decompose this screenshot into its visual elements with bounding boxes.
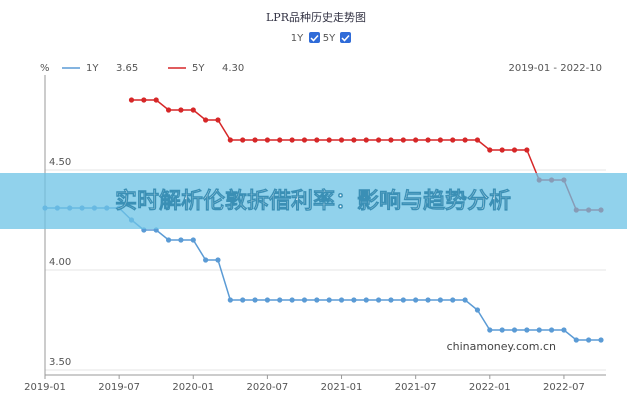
data-point	[264, 137, 270, 143]
x-tick-label: 2021-07	[395, 382, 437, 393]
data-point	[141, 97, 147, 103]
data-point	[277, 137, 283, 143]
data-point	[326, 297, 332, 303]
data-point	[425, 137, 431, 143]
data-point	[437, 137, 443, 143]
data-point	[499, 327, 505, 333]
data-point	[536, 327, 542, 333]
data-point	[388, 137, 394, 143]
data-point	[252, 137, 258, 143]
data-point	[289, 297, 295, 303]
data-point	[215, 117, 221, 123]
data-point	[128, 97, 135, 103]
data-point	[227, 137, 233, 143]
data-point	[437, 297, 443, 303]
legend-toggle-label: 5Y	[323, 33, 336, 44]
data-point	[376, 297, 382, 303]
banner-background	[0, 173, 627, 229]
data-point	[548, 327, 555, 333]
data-point	[338, 137, 345, 143]
check-icon	[310, 34, 319, 42]
x-tick-label: 2020-01	[172, 382, 214, 393]
data-point	[450, 137, 456, 143]
data-point	[301, 297, 308, 303]
data-point	[462, 297, 468, 303]
y-tick-label: 4.00	[49, 257, 71, 268]
data-point	[524, 147, 530, 153]
data-point	[264, 297, 270, 303]
unit-label: %	[40, 63, 50, 74]
legend-value: 4.30	[222, 63, 244, 74]
data-point	[153, 97, 159, 103]
legend-label: 1Y	[86, 63, 99, 74]
data-point	[203, 117, 209, 123]
legend-checkbox[interactable]	[309, 32, 320, 43]
data-point	[277, 297, 283, 303]
data-point	[499, 147, 505, 153]
data-point	[351, 137, 357, 143]
check-icon	[341, 34, 350, 42]
x-tick-label: 2020-07	[247, 382, 289, 393]
data-point	[511, 327, 518, 333]
data-point	[178, 237, 184, 243]
data-point	[586, 337, 592, 343]
data-point	[598, 337, 604, 343]
data-point	[413, 137, 419, 143]
legend-label: 5Y	[192, 63, 205, 74]
data-point	[376, 137, 382, 143]
legend-checkbox[interactable]	[340, 32, 351, 43]
data-point	[215, 257, 221, 263]
data-point	[388, 297, 394, 303]
x-tick-label: 2022-07	[543, 382, 585, 393]
range-label: 2019-01 - 2022-10	[508, 63, 602, 74]
data-point	[165, 237, 172, 243]
data-point	[425, 297, 431, 303]
data-point	[511, 147, 518, 153]
data-point	[289, 137, 295, 143]
data-point	[252, 297, 258, 303]
x-tick-label: 2019-01	[24, 382, 66, 393]
data-point	[165, 107, 172, 113]
data-point	[203, 257, 209, 263]
data-point	[178, 107, 184, 113]
y-tick-label: 3.50	[49, 357, 71, 368]
data-point	[413, 297, 419, 303]
data-point	[363, 137, 369, 143]
data-point	[363, 297, 369, 303]
data-point	[314, 297, 320, 303]
banner-text: 实时解析伦敦拆借利率：影响与趋势分析	[115, 188, 511, 214]
data-point	[524, 327, 530, 333]
y-tick-label: 4.50	[49, 157, 71, 168]
data-point	[240, 297, 246, 303]
data-point	[190, 107, 196, 113]
x-tick-label: 2021-01	[321, 382, 363, 393]
data-point	[400, 137, 406, 143]
legend-toggle-label: 1Y	[291, 33, 304, 44]
data-point	[487, 327, 493, 333]
x-tick-label: 2022-01	[469, 382, 511, 393]
data-point	[190, 237, 196, 243]
data-point	[400, 297, 406, 303]
data-point	[561, 327, 567, 333]
x-tick-label: 2019-07	[98, 382, 140, 393]
data-point	[338, 297, 345, 303]
data-point	[227, 297, 233, 303]
data-point	[351, 297, 357, 303]
data-point	[487, 147, 493, 153]
data-point	[462, 137, 468, 143]
data-point	[326, 137, 332, 143]
data-point	[450, 297, 456, 303]
data-point	[301, 137, 308, 143]
data-point	[240, 137, 246, 143]
watermark: chinamoney.com.cn	[447, 340, 556, 353]
data-point	[474, 137, 481, 143]
data-point	[573, 337, 579, 343]
legend-value: 3.65	[116, 63, 138, 74]
data-point	[314, 137, 320, 143]
data-point	[474, 307, 481, 313]
chart-title: LPR品种历史走势图	[266, 10, 366, 24]
